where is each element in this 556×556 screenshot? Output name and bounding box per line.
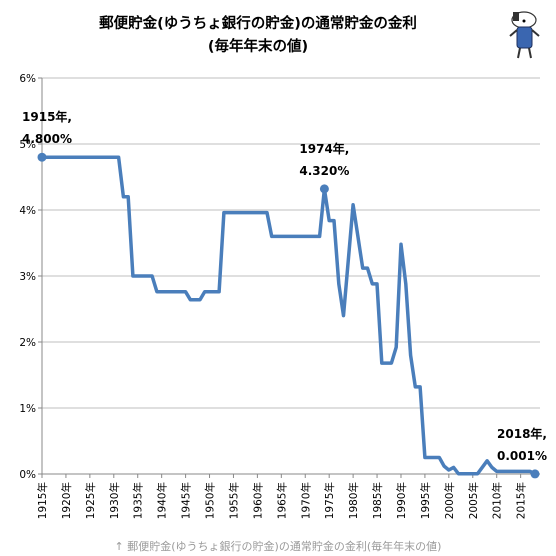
annotation-point	[37, 152, 47, 162]
annotation-label-value: 4.800%	[22, 132, 72, 146]
x-tick-label: 1935年	[132, 482, 145, 519]
annotation-markers: 1915年, 4.800% 1974年, 4.320% 2018年, 0.001%	[22, 109, 547, 479]
annotation-point	[319, 184, 329, 194]
x-tick-label: 2010年	[491, 482, 504, 519]
x-tick-label: 1995年	[419, 482, 432, 519]
x-tick-label: 2000年	[443, 482, 456, 519]
annotation-label-value: 0.001%	[497, 449, 547, 463]
annotation-point	[530, 469, 540, 479]
y-tick-label: 6%	[19, 73, 36, 85]
chart-title-line1: 郵便貯金(ゆうちょ銀行の貯金)の通常貯金の金利	[99, 14, 417, 32]
y-tick-label: 5%	[19, 139, 36, 151]
annotation-label-year: 1974年,	[299, 141, 349, 156]
x-tick-label: 1945年	[180, 482, 193, 519]
x-tick-label: 1980年	[347, 482, 360, 519]
y-tick-label: 0%	[19, 469, 36, 481]
x-tick-label: 1950年	[204, 482, 217, 519]
y-axis-ticks: 0% 1% 2% 3% 4% 5% 6%	[19, 73, 42, 481]
y-tick-label: 3%	[19, 271, 36, 283]
x-tick-label: 1985年	[371, 482, 384, 519]
x-tick-label: 1970年	[299, 482, 312, 519]
mascot-character-icon	[509, 11, 540, 59]
x-tick-label: 1930年	[108, 482, 121, 519]
x-tick-label: 1940年	[156, 482, 169, 519]
x-tick-label: 1965年	[275, 482, 288, 519]
chart-caption: ↑ 郵便貯金(ゆうちょ銀行の貯金)の通常貯金の金利(毎年年末の値)	[114, 540, 442, 553]
x-tick-label: 1955年	[227, 482, 240, 519]
x-tick-label: 1975年	[323, 482, 336, 519]
gridlines	[42, 77, 540, 409]
y-tick-label: 2%	[19, 337, 36, 349]
x-axis-ticks: 1915年 1920年 1925年 1930年 1935年 1940年 1945年 1950年…	[36, 474, 528, 519]
series-line-interest-rate	[40, 155, 537, 476]
annotation-label-year: 1915年,	[22, 109, 72, 124]
y-tick-label: 4%	[19, 205, 36, 217]
x-tick-label: 2015年	[515, 482, 528, 519]
x-tick-label: 1920年	[60, 482, 73, 519]
x-tick-label: 1915年	[36, 482, 49, 519]
chart-title-line2: (毎年年末の値)	[208, 37, 308, 55]
y-tick-label: 1%	[19, 403, 36, 415]
annotation-label-year: 2018年,	[497, 426, 547, 441]
x-tick-label: 1960年	[251, 482, 264, 519]
x-tick-label: 1990年	[395, 482, 408, 519]
x-tick-label: 2005年	[467, 482, 480, 519]
x-tick-label: 1925年	[84, 482, 97, 519]
annotation-label-value: 4.320%	[299, 164, 349, 178]
